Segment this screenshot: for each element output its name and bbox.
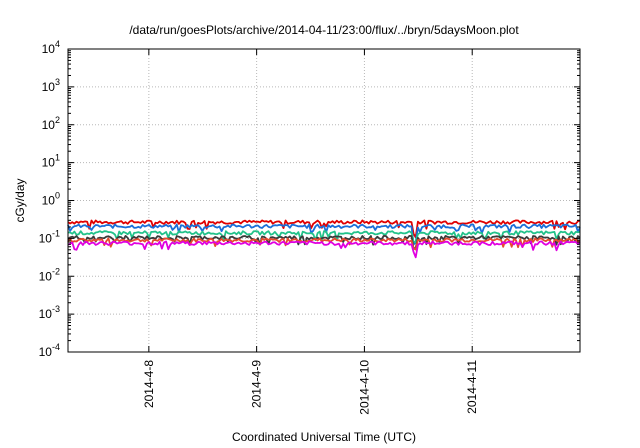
- x-axis-label: Coordinated Universal Time (UTC): [232, 430, 416, 444]
- chart-title: /data/run/goesPlots/archive/2014-04-11/2…: [129, 23, 519, 37]
- x-tick-label: 2014-4-11: [465, 360, 479, 414]
- y-axis-label: cGy/day: [13, 178, 27, 222]
- series-line-6: [67, 240, 581, 259]
- x-tick-label: 2014-4-9: [250, 360, 264, 408]
- x-tick-label: 2014-4-10: [357, 360, 371, 415]
- y-tick-label: 104: [42, 39, 60, 56]
- series-line-5: [67, 237, 581, 251]
- y-tick-label: 10-2: [39, 266, 60, 283]
- y-tick-label: 100: [42, 191, 60, 208]
- y-tick-label: 101: [42, 153, 60, 170]
- series-line-2: [67, 223, 581, 246]
- grid-lines: [68, 49, 580, 352]
- y-tick-label: 10-4: [39, 342, 60, 359]
- axis-ticks: 104 103 102 101 100 10-1 10-2 10-3 10-4 2014-4-8 2…: [39, 39, 580, 415]
- series-line-4: [67, 234, 581, 250]
- series-line-3: [68, 230, 581, 244]
- series-lines: [67, 219, 581, 259]
- y-tick-label: 102: [42, 115, 60, 132]
- x-tick-label: 2014-4-8: [142, 360, 156, 408]
- y-tick-label: 103: [42, 77, 60, 94]
- y-tick-label: 10-1: [39, 228, 60, 245]
- y-tick-label: 10-3: [39, 304, 60, 321]
